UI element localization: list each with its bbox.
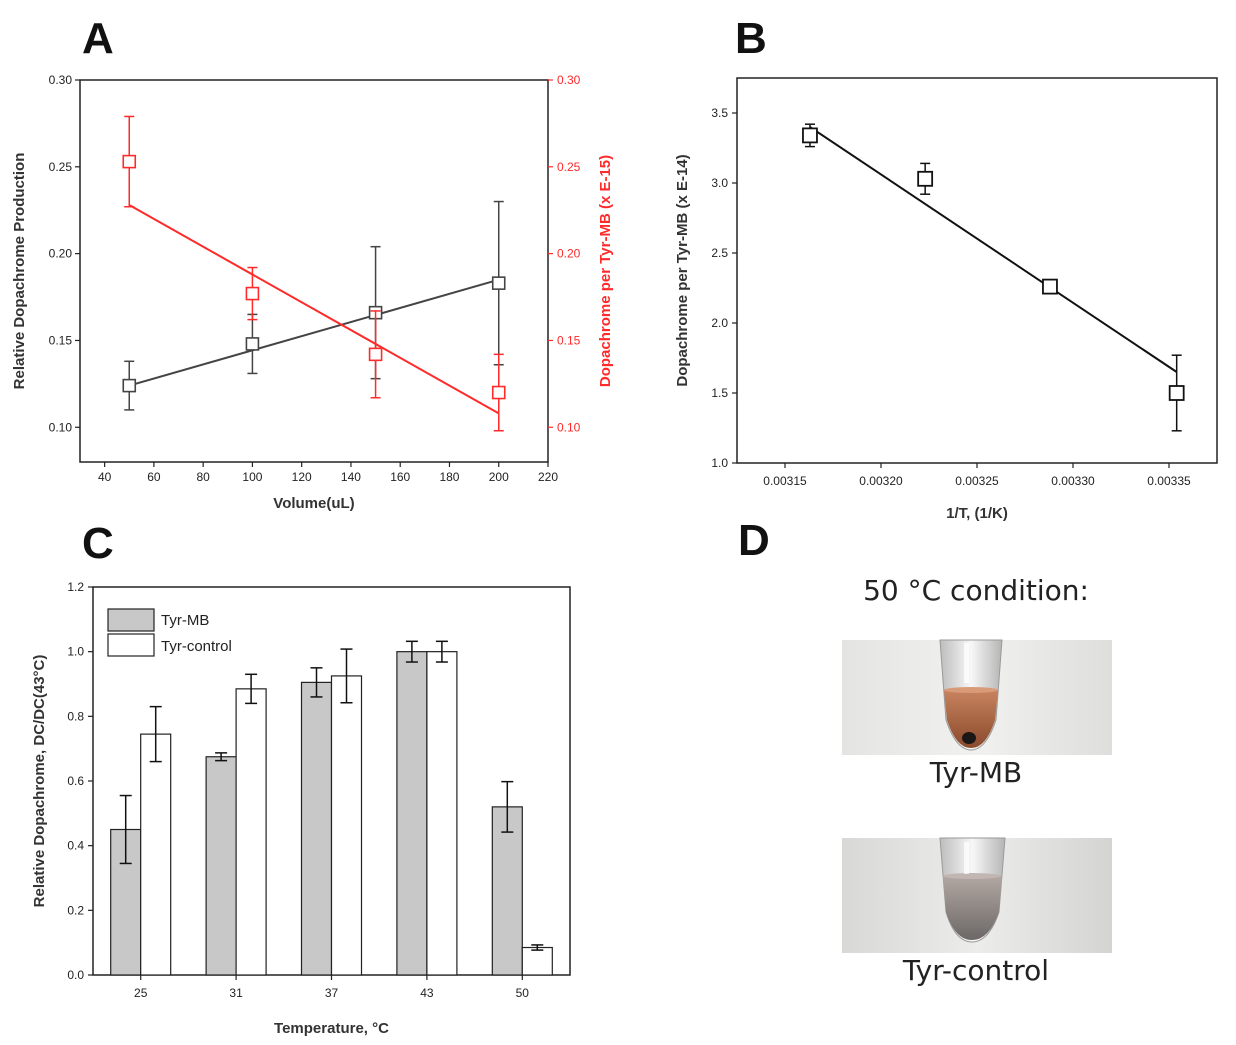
x-tick-label: 43: [420, 986, 434, 1000]
y-tick-label: 0.8: [67, 709, 84, 723]
x-tick-label: 50: [516, 986, 530, 1000]
chart-c: 0.0 0.2 0.4 0.6 0.8 1.0 1.2 25 31 37 43 50 Temperatu…: [31, 580, 571, 1037]
bar: [521, 946, 553, 976]
bar: [205, 756, 237, 976]
x-tick-label: 200: [489, 470, 509, 484]
x-tick-label: 60: [147, 470, 161, 484]
y-tick-label-right: 0.15: [557, 333, 581, 347]
data-point: [122, 378, 137, 393]
chart-a: 40 60 80 100 120 140 160 180 200 220 0.10 0.15 0.20 0…: [11, 73, 614, 512]
x-tick-label: 120: [292, 470, 312, 484]
fit-line: [809, 126, 1178, 373]
y-axis-label: Relative Dopachrome, DC/DC(43°C): [31, 655, 48, 908]
data-point: [491, 385, 506, 400]
y-tick-label: 0.6: [67, 774, 84, 788]
photo-caption-tyr-mb: Tyr-MB: [929, 756, 1023, 789]
x-axis-label: Temperature, °C: [274, 1020, 389, 1037]
y-tick-label: 1.0: [711, 456, 728, 470]
bar: [235, 688, 267, 976]
x-axis-label: Volume(uL): [273, 495, 354, 512]
y-tick-label: 0.0: [67, 968, 84, 982]
legend-label-tyr-control: Tyr-control: [161, 638, 232, 655]
bar: [426, 651, 458, 976]
x-tick-label: 0.00315: [763, 474, 807, 488]
y-axis-label-left: Relative Dopachrome Production: [11, 153, 28, 390]
photo-caption-tyr-control: Tyr-control: [902, 954, 1049, 987]
y-tick-label-right: 0.10: [557, 420, 581, 434]
x-tick-label: 40: [98, 470, 112, 484]
x-tick-label: 25: [134, 986, 148, 1000]
legend: Tyr-MB Tyr-control: [107, 608, 232, 657]
legend-swatch-tyr-control: [107, 633, 155, 657]
data-point: [245, 286, 260, 301]
y-axis-label-right: Dopachrome per Tyr-MB (x E-15): [597, 155, 614, 387]
data-point: [1042, 278, 1058, 295]
y-tick-label-left: 0.10: [49, 420, 73, 434]
x-tick-label: 180: [439, 470, 459, 484]
fit-line: [128, 204, 500, 415]
data-point: [368, 347, 383, 362]
bar: [396, 651, 428, 976]
y-tick-label-left: 0.20: [49, 247, 73, 261]
x-axis-label: 1/T, (1/K): [946, 505, 1008, 522]
x-tick-label: 0.00320: [859, 474, 903, 488]
x-tick-label: 100: [242, 470, 262, 484]
x-tick-label: 37: [325, 986, 339, 1000]
y-tick-label-right: 0.25: [557, 160, 581, 174]
bar: [140, 733, 172, 976]
data-point: [802, 127, 818, 144]
chart-b: 0.00315 0.00320 0.00325 0.00330 0.00335 1.0 1.…: [674, 77, 1218, 522]
data-point: [491, 276, 506, 290]
fit-line: [128, 278, 500, 387]
x-tick-label: 220: [538, 470, 558, 484]
y-tick-label-left: 0.25: [49, 160, 73, 174]
series-dopachrome-per-tyr-mb: [122, 115, 506, 432]
x-tick-label: 31: [229, 986, 243, 1000]
series-dopachrome-per-tyr-mb: [802, 123, 1185, 432]
plot-frame: [79, 79, 549, 463]
y-tick-label: 2.0: [711, 316, 728, 330]
panel-letter-b: B: [735, 14, 767, 63]
panel-letter-a: A: [82, 14, 114, 63]
x-tick-label: 160: [390, 470, 410, 484]
panel-letter-c: C: [82, 519, 114, 568]
y-tick-label: 1.0: [67, 645, 84, 659]
y-tick-label-right: 0.30: [557, 73, 581, 87]
legend-label-tyr-mb: Tyr-MB: [161, 612, 209, 629]
bar: [300, 681, 333, 976]
y-tick-label: 0.4: [67, 839, 84, 853]
bar: [330, 675, 363, 976]
x-tick-label: 0.00325: [955, 474, 999, 488]
y-tick-label: 2.5: [711, 246, 728, 260]
photo-panel: 50 °C condition: Tyr-MB Tyr-control: [842, 574, 1112, 987]
y-tick-label: 0.2: [67, 903, 84, 917]
y-axis-label: Dopachrome per Tyr-MB (x E-14): [674, 154, 691, 386]
legend-swatch-tyr-mb: [107, 608, 155, 632]
panel-letter-d: D: [738, 516, 770, 565]
data-point: [917, 170, 934, 187]
y-tick-label-left: 0.30: [49, 73, 73, 87]
x-tick-label: 0.00330: [1051, 474, 1095, 488]
x-tick-label: 0.00335: [1147, 474, 1191, 488]
x-tick-label: 80: [196, 470, 210, 484]
x-tick-label: 140: [341, 470, 361, 484]
data-point: [122, 154, 137, 169]
y-tick-label-right: 0.20: [557, 247, 581, 261]
y-tick-label-left: 0.15: [49, 333, 73, 347]
photo-title: 50 °C condition:: [863, 574, 1089, 607]
y-tick-label: 3.5: [711, 106, 728, 120]
photo-tyr-control: [842, 837, 1112, 953]
y-tick-label: 1.2: [67, 580, 84, 594]
series-tyr-mb: [110, 640, 523, 976]
data-point: [1168, 385, 1185, 401]
photo-tyr-mb: [842, 639, 1112, 755]
y-tick-label: 3.0: [711, 176, 728, 190]
bar: [491, 806, 523, 976]
data-point: [245, 337, 260, 351]
series-tyr-control: [140, 640, 553, 976]
y-tick-label: 1.5: [711, 386, 728, 400]
